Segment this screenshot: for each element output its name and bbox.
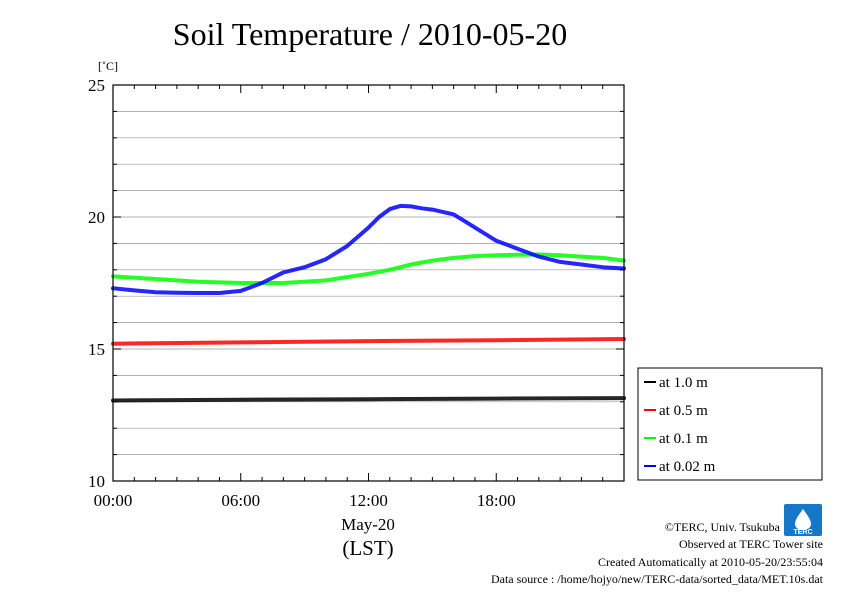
x-axis-timezone-label: (LST) — [342, 536, 393, 560]
water-drop-icon — [795, 509, 811, 530]
copyright-text: ©TERC, Univ. Tsukuba — [665, 520, 781, 534]
data-source-text: Data source : /home/hojyo/new/TERC-data/… — [491, 572, 824, 586]
y-axis-unit-label: [˚C] — [98, 59, 118, 73]
x-tick-label: 06:00 — [221, 491, 260, 510]
series-line-1 — [111, 337, 626, 346]
legend-label-2: at 0.1 m — [659, 431, 708, 447]
series-line-0 — [111, 396, 626, 403]
y-tick-label: 20 — [88, 208, 105, 227]
x-axis-date-label: May-20 — [341, 515, 395, 534]
series-line-3 — [111, 203, 626, 295]
x-tick-label: 18:00 — [477, 491, 516, 510]
grid — [113, 111, 624, 455]
legend-label-1: at 0.5 m — [659, 403, 708, 419]
chart-title: Soil Temperature / 2010-05-20 — [173, 16, 567, 52]
terc-logo-text: TERC — [793, 529, 812, 536]
x-tick-label: 00:00 — [94, 491, 133, 510]
legend-box — [637, 367, 823, 481]
axis-ticks: 10 15 20 25 00:00 06:00 12:00 18:00 — [88, 76, 625, 510]
x-tick-label: 12:00 — [349, 491, 388, 510]
legend-label-0: at 1.0 m — [659, 375, 708, 391]
series-line-2 — [111, 252, 626, 285]
created-timestamp-text: Created Automatically at 2010-05-20/23:5… — [598, 555, 823, 569]
y-tick-label: 15 — [88, 340, 105, 359]
y-tick-label: 25 — [88, 76, 105, 95]
legend: at 1.0 m at 0.5 m at 0.1 m at 0.02 m — [637, 367, 823, 481]
legend-label-3: at 0.02 m — [659, 459, 716, 475]
terc-logo: TERC — [784, 504, 822, 536]
observed-site-text: Observed at TERC Tower site — [679, 537, 823, 551]
plot-frame — [112, 84, 625, 482]
series-lines — [111, 203, 626, 403]
y-tick-label: 10 — [88, 472, 105, 491]
